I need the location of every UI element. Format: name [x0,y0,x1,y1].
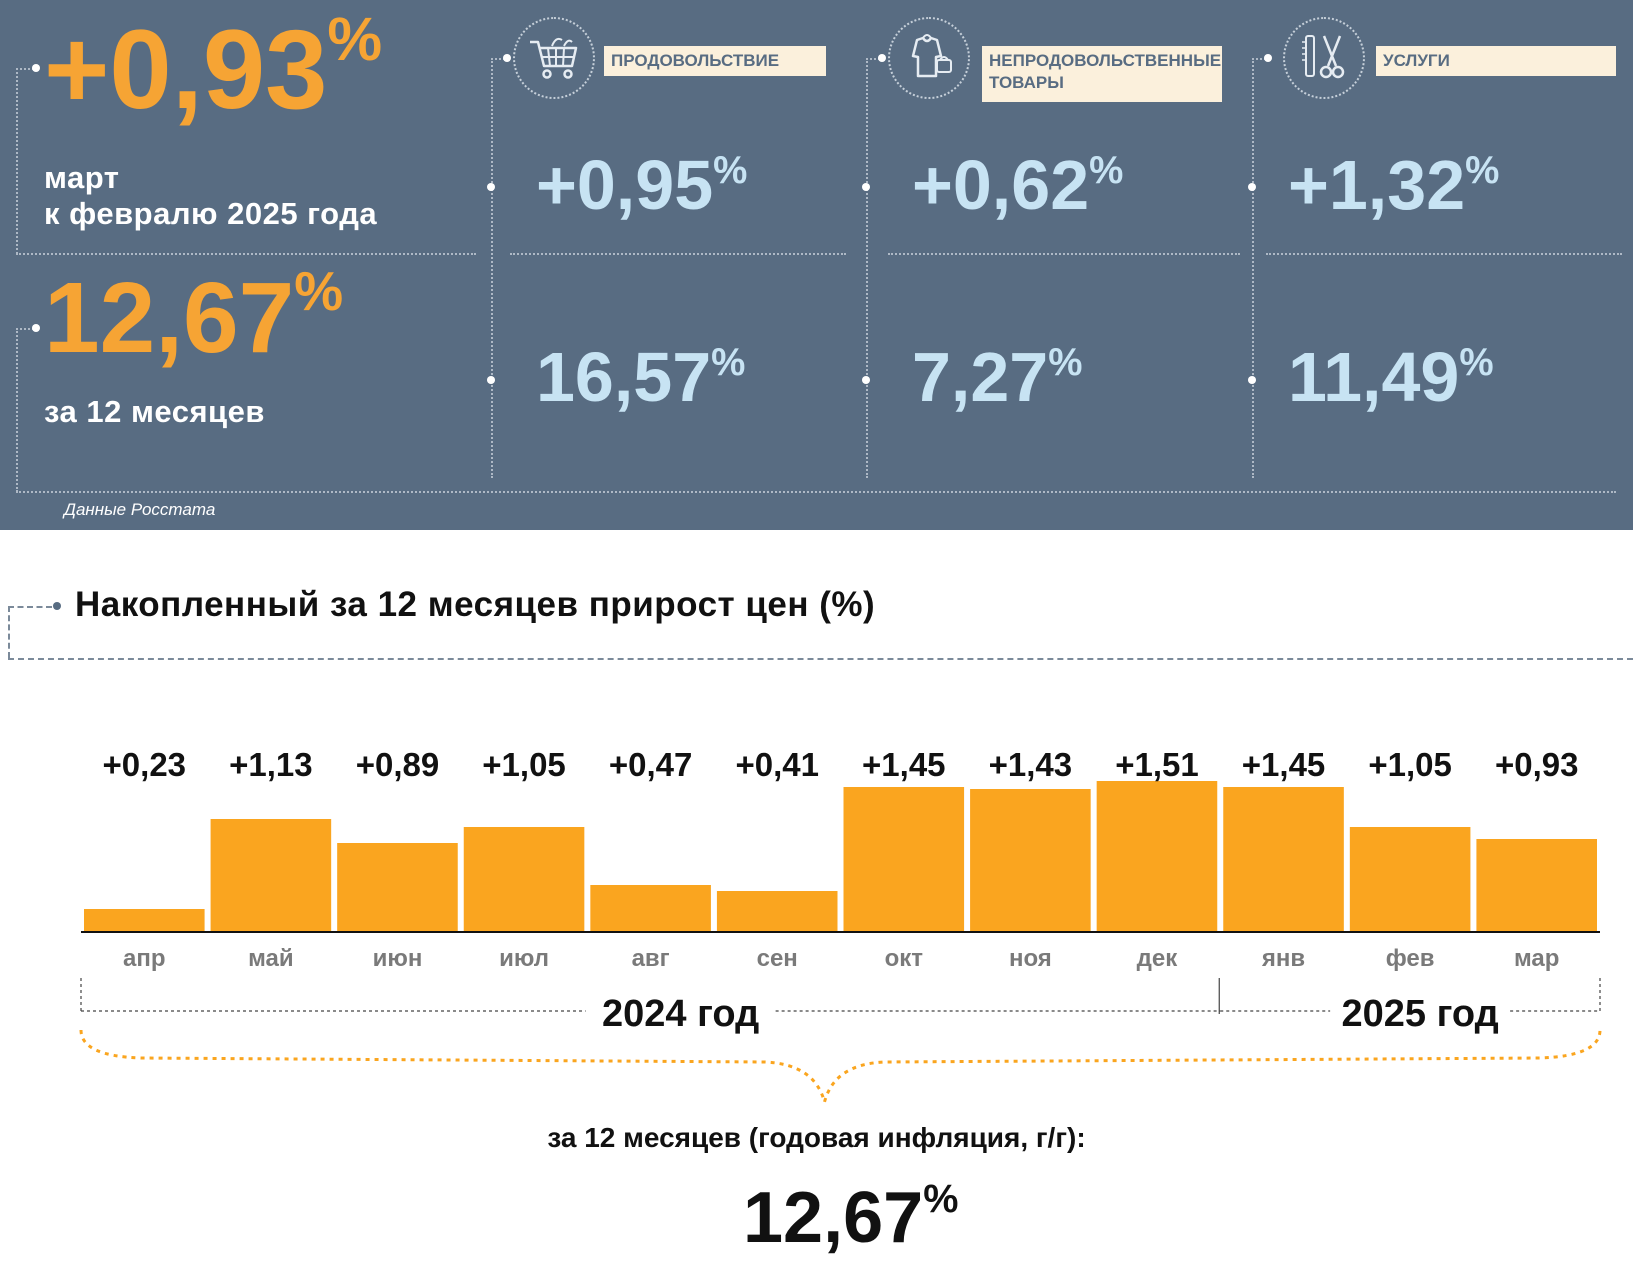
bar-ноя [970,789,1091,932]
annual-total-label: за 12 месяцев (годовая инфляция, г/г): [547,1122,1086,1153]
category-food-annual: 16,57% [536,338,746,416]
x-tick-фев: фев [1386,945,1435,972]
clothing-icon [888,17,970,99]
annual-inflation-value: 12,67% [44,260,344,374]
x-tick-авг: авг [632,945,670,972]
bar-мар [1476,839,1597,932]
category-services-monthly: +1,32% [1288,146,1500,224]
value-label-фев: +1,05 [1368,746,1452,783]
category-nonfood-annual: 7,27% [912,338,1083,416]
bar-сен [716,891,838,932]
annual-inflation-label: за 12 месяцев [44,394,265,429]
category-food-label: ПРОДОВОЛЬСТВИЕ [604,46,826,76]
x-tick-ноя: ноя [1009,945,1052,972]
x-tick-июл: июл [499,945,549,972]
x-tick-апр: апр [123,945,166,972]
x-tick-янв: янв [1261,945,1305,972]
year-label-0: 2024 год [602,993,759,1035]
year-label-1: 2025 год [1341,993,1498,1035]
bar-авг [590,885,711,932]
source-note: Данные Росстата [64,500,216,519]
chart-title: Накопленный за 12 месяцев прирост цен (%… [75,585,876,624]
category-services-annual: 11,49% [1288,338,1494,416]
scissors-comb-icon [1283,17,1365,99]
value-label-июл: +1,05 [482,746,566,783]
bar-фев [1349,827,1471,932]
x-tick-мар: мар [1514,945,1559,972]
monthly-inflation-label: март к февралю 2025 года [44,160,378,231]
x-tick-сен: сен [757,945,798,972]
category-nonfood-monthly: +0,62% [912,146,1124,224]
bar-июн [337,843,458,932]
value-label-янв: +1,45 [1242,746,1326,783]
value-label-ноя: +1,43 [989,746,1073,783]
bar-июл [463,827,585,932]
bar-май [210,819,332,932]
category-food-monthly: +0,95% [536,146,748,224]
bar-янв [1223,787,1344,932]
value-label-дек: +1,51 [1115,746,1199,783]
monthly-inflation-value: +0,93% [44,5,383,132]
category-nonfood-label: НЕПРОДОВОЛЬСТВЕННЫЕ ТОВАРЫ [982,46,1222,102]
x-tick-окт: окт [885,945,924,972]
summary-panel: +0,93% март к февралю 2025 года 12,67% з… [0,0,1633,530]
x-tick-дек: дек [1137,945,1179,972]
bar-апр [84,909,205,932]
annual-brace [79,1029,1602,1108]
value-label-мар: +0,93 [1495,746,1579,783]
x-tick-июн: июн [373,945,423,972]
x-tick-май: май [248,945,294,972]
value-label-окт: +1,45 [862,746,946,783]
value-label-апр: +0,23 [103,746,187,783]
bar-дек [1096,781,1218,932]
shopping-cart-icon [513,17,595,99]
value-label-сен: +0,41 [735,746,819,783]
value-label-май: +1,13 [229,746,313,783]
value-label-авг: +0,47 [609,746,693,783]
category-services-label: УСЛУГИ [1376,46,1616,76]
annual-total-value: 12,67% [743,1177,959,1258]
value-label-июн: +0,89 [356,746,440,783]
bar-окт [843,787,965,932]
